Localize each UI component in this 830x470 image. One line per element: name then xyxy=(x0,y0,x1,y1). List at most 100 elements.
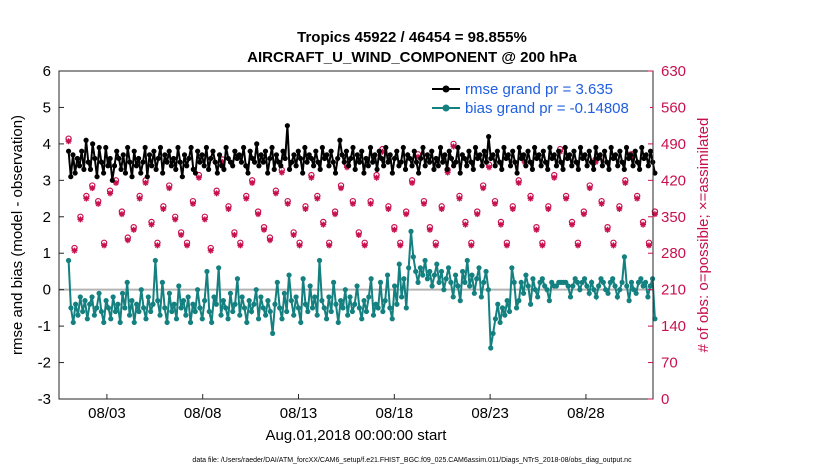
rmse-point xyxy=(146,152,153,158)
rmse-point xyxy=(118,166,124,172)
y-right-tick-label: 140 xyxy=(661,318,686,335)
obs-assimilated-point xyxy=(409,179,416,186)
bias-point xyxy=(164,319,170,326)
rmse-point xyxy=(514,170,520,176)
rmse-point xyxy=(593,144,599,151)
bias-point xyxy=(284,308,290,315)
bias-point xyxy=(427,268,433,275)
obs-assimilated-point xyxy=(65,138,72,145)
bias-point xyxy=(448,279,454,285)
rmse-point xyxy=(98,159,104,165)
rmse-point xyxy=(645,163,651,169)
y-right-tick-label: 560 xyxy=(661,99,686,116)
rmse-point xyxy=(92,155,98,162)
bias-point xyxy=(424,276,431,282)
bias-point xyxy=(89,294,95,300)
obs-assimilated-point xyxy=(474,211,481,218)
bias-point xyxy=(366,294,372,300)
bias-point xyxy=(495,301,501,307)
x-tick-label: 08/18 xyxy=(376,405,414,422)
bias-point xyxy=(108,316,114,322)
rmse-point xyxy=(125,144,131,151)
obs-assimilated-point xyxy=(95,200,102,207)
rmse-point xyxy=(505,152,511,158)
obs-assimilated-point xyxy=(148,221,155,228)
bias-point xyxy=(434,261,440,267)
rmse-point xyxy=(577,144,584,151)
rmse-point xyxy=(367,144,374,151)
rmse-point xyxy=(324,152,330,158)
bias-point xyxy=(335,319,341,326)
rmse-point xyxy=(440,159,446,165)
rmse-point xyxy=(341,159,347,165)
rmse-point xyxy=(160,170,166,176)
rmse-point xyxy=(569,163,575,169)
bias-point xyxy=(293,294,299,300)
obs-assimilated-point xyxy=(302,205,309,212)
rmse-point xyxy=(144,174,150,180)
bias-point xyxy=(415,279,421,285)
bias-point xyxy=(133,301,140,307)
bias-point xyxy=(262,312,269,318)
rmse-point xyxy=(332,170,339,176)
bias-point xyxy=(619,279,625,285)
bias-point xyxy=(617,287,623,293)
rmse-point xyxy=(547,144,553,151)
y-tick-label: -1 xyxy=(38,318,51,335)
bias-point xyxy=(471,290,477,296)
bias-point xyxy=(314,312,320,318)
legend-box xyxy=(430,76,650,120)
bias-point xyxy=(126,312,133,318)
rmse-point xyxy=(346,163,352,169)
rmse-point xyxy=(461,155,468,162)
rmse-point xyxy=(122,170,129,176)
rmse-point xyxy=(254,141,260,147)
bias-point xyxy=(581,276,588,282)
bias-point xyxy=(281,290,287,296)
obs-assimilated-point xyxy=(533,226,540,233)
bias-point xyxy=(302,301,309,307)
x-axis-label: Aug.01,2018 00:00:00 start xyxy=(266,427,448,444)
bias-point xyxy=(84,316,90,322)
bias-point xyxy=(429,283,435,289)
obs-assimilated-point xyxy=(379,148,386,155)
rmse-point xyxy=(271,166,277,172)
bias-point xyxy=(82,298,88,304)
rmse-point xyxy=(177,159,183,165)
bias-point xyxy=(413,268,419,275)
obs-assimilated-point xyxy=(154,242,161,249)
obs-assimilated-point xyxy=(397,242,404,249)
bias-point xyxy=(633,290,639,296)
bias-point xyxy=(272,301,278,307)
bias-point xyxy=(488,345,494,351)
rmse-point xyxy=(634,159,641,165)
obs-assimilated-point xyxy=(225,205,232,212)
rmse-point xyxy=(479,163,485,169)
bias-point xyxy=(528,301,534,307)
rmse-point xyxy=(374,166,380,172)
bias-point xyxy=(506,308,513,315)
rmse-point xyxy=(647,148,654,154)
rmse-point xyxy=(308,155,315,162)
rmse-point xyxy=(241,144,247,151)
bias-point xyxy=(173,316,180,322)
bias-point xyxy=(614,294,620,300)
rmse-point xyxy=(111,163,118,169)
bias-point xyxy=(309,305,316,311)
x-tick-label: 08/03 xyxy=(88,405,126,422)
obs-assimilated-point xyxy=(509,205,516,212)
bias-point xyxy=(483,268,489,275)
rmse-point xyxy=(378,155,385,162)
plot-area xyxy=(58,70,659,400)
rmse-point xyxy=(521,152,527,158)
rmse-point xyxy=(584,163,590,169)
rmse-point xyxy=(630,163,636,169)
rmse-point xyxy=(553,163,560,169)
obs-assimilated-point xyxy=(616,205,623,212)
rmse-point xyxy=(339,152,345,158)
bias-point xyxy=(124,279,130,285)
y-right-tick-label: 0 xyxy=(661,391,669,408)
right-axis-ticks: 0 70 140 210 280 350 420 490 560 630 xyxy=(648,63,686,408)
rmse-point xyxy=(551,152,557,158)
rmse-point xyxy=(175,144,181,151)
